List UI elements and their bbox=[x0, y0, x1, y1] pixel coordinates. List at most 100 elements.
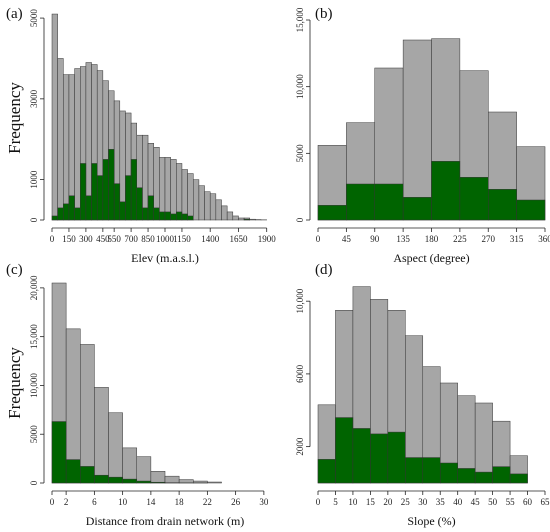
bar-subset bbox=[51, 421, 67, 484]
bar-total bbox=[159, 157, 166, 221]
x-axis-title: Distance from drain network (m) bbox=[86, 514, 245, 528]
y-tick-label: 20,000 bbox=[29, 275, 39, 300]
bar-subset bbox=[317, 459, 336, 484]
bar-total bbox=[178, 479, 194, 484]
bar-total bbox=[226, 211, 234, 221]
x-tick-label: 360 bbox=[538, 234, 550, 244]
x-tick-label: 0 bbox=[50, 497, 55, 507]
y-tick-label: 5000 bbox=[29, 425, 39, 444]
x-tick-label: 1900 bbox=[258, 234, 277, 244]
bar-subset bbox=[187, 215, 194, 221]
series-subset-c bbox=[51, 421, 208, 484]
chart-panel-c: 0 2 6 10 14 18 22 26 300500010,00015,00020,000Di… bbox=[5, 262, 269, 528]
y-tick-label: 0 bbox=[29, 480, 39, 485]
bar-subset bbox=[51, 215, 58, 221]
x-tick-label: 270 bbox=[482, 234, 496, 244]
x-axis-title: Aspect (degree) bbox=[393, 251, 469, 265]
x-tick-label: 90 bbox=[370, 234, 380, 244]
y-tick-label: 0 bbox=[29, 217, 39, 222]
y-axis-title: Frequency bbox=[5, 82, 24, 154]
bar-subset bbox=[422, 457, 441, 484]
bar-subset bbox=[439, 462, 458, 484]
x-tick-label: 65 bbox=[541, 497, 550, 507]
chart-panel-d: 0 5 10 15 20 25 30 35 40 45 50 55 60 65 2000 6000 10,000… bbox=[295, 262, 550, 528]
bar-subset bbox=[243, 218, 251, 221]
y-tick-label: 10,000 bbox=[295, 288, 305, 313]
y-tick-label: 3000 bbox=[29, 89, 39, 108]
x-tick-label: 550 bbox=[107, 234, 121, 244]
x-tick-label: 20 bbox=[383, 497, 393, 507]
bar-subset bbox=[142, 207, 149, 221]
bar-subset bbox=[374, 183, 404, 221]
bar-subset bbox=[459, 177, 489, 221]
bar-total bbox=[136, 456, 152, 484]
bar-subset bbox=[91, 163, 98, 221]
bar-subset bbox=[85, 195, 92, 221]
x-tick-label: 10 bbox=[348, 497, 358, 507]
bar-subset bbox=[492, 466, 511, 484]
bar-subset bbox=[387, 431, 406, 484]
x-tick-label: 26 bbox=[231, 497, 241, 507]
bar-subset bbox=[57, 207, 64, 221]
bar-subset bbox=[80, 466, 95, 484]
bar-subset bbox=[102, 159, 109, 221]
x-tick-label: 55 bbox=[506, 497, 516, 507]
bar-total bbox=[80, 344, 95, 484]
bar-subset bbox=[457, 468, 476, 484]
x-tick-label: 60 bbox=[523, 497, 533, 507]
x-tick-label: 10 bbox=[118, 497, 128, 507]
bar-total bbox=[176, 163, 183, 221]
bar-subset bbox=[136, 480, 152, 484]
bar-subset bbox=[94, 474, 109, 484]
bar-subset bbox=[80, 163, 87, 221]
x-tick-label: 0 bbox=[316, 497, 321, 507]
bar-total bbox=[402, 39, 432, 221]
x-tick-label: 180 bbox=[425, 234, 439, 244]
bar-subset bbox=[352, 428, 371, 484]
bar-subset bbox=[509, 473, 528, 484]
x-tick-label: 150 bbox=[62, 234, 76, 244]
bar-subset bbox=[150, 481, 166, 484]
bar-subset bbox=[370, 433, 389, 484]
bar-total bbox=[207, 481, 222, 484]
bar-subset bbox=[159, 211, 166, 221]
bar-subset bbox=[474, 471, 493, 484]
x-tick-label: 18 bbox=[175, 497, 185, 507]
bar-total bbox=[181, 169, 188, 221]
x-tick-label: 135 bbox=[396, 234, 410, 244]
bar-subset bbox=[516, 199, 546, 221]
bar-total bbox=[187, 173, 194, 221]
panel-label: (a) bbox=[6, 6, 23, 22]
x-tick-label: 15 bbox=[366, 497, 376, 507]
x-tick-label: 0 bbox=[316, 234, 321, 244]
bar-total bbox=[198, 185, 205, 221]
x-tick-label: 25 bbox=[401, 497, 411, 507]
x-tick-label: 450 bbox=[96, 234, 110, 244]
series-total-c bbox=[51, 282, 222, 484]
bar-subset bbox=[147, 195, 154, 221]
bar-subset bbox=[74, 207, 81, 221]
series-subset-a bbox=[51, 149, 251, 221]
y-tick-label: 0 bbox=[295, 217, 305, 222]
bar-total bbox=[63, 74, 70, 221]
x-tick-label: 850 bbox=[141, 234, 155, 244]
bar-total bbox=[238, 217, 245, 221]
bar-total bbox=[108, 412, 123, 484]
bar-subset bbox=[68, 195, 75, 221]
bar-subset bbox=[113, 183, 121, 221]
bar-total bbox=[221, 205, 228, 221]
y-tick-label: 1000 bbox=[29, 170, 39, 189]
bar-subset bbox=[96, 175, 104, 221]
x-tick-label: 1650 bbox=[229, 234, 248, 244]
bar-total bbox=[170, 159, 177, 221]
x-tick-label: 6 bbox=[92, 497, 97, 507]
y-tick-label: 6000 bbox=[295, 364, 305, 383]
y-tick-label: 15,000 bbox=[29, 324, 39, 349]
bar-subset bbox=[164, 211, 171, 221]
bar-total bbox=[74, 68, 81, 221]
y-tick-label: 15,000 bbox=[295, 7, 305, 32]
bar-total bbox=[164, 157, 171, 221]
bar-total bbox=[193, 179, 200, 221]
